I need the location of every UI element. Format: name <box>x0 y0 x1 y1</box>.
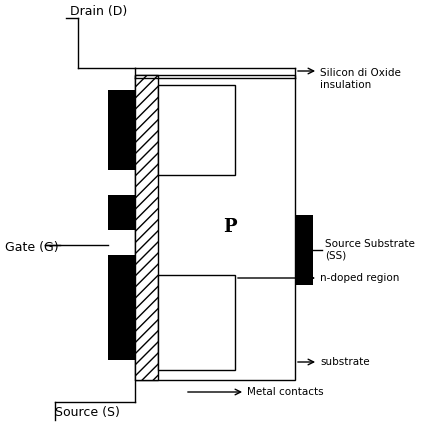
Text: Silicon di Oxide
insulation: Silicon di Oxide insulation <box>320 68 401 90</box>
Bar <box>158 275 235 370</box>
Text: Gate (G): Gate (G) <box>5 242 59 254</box>
Text: Source Substrate
(SS): Source Substrate (SS) <box>325 239 415 261</box>
Text: Drain (D): Drain (D) <box>70 5 127 18</box>
Bar <box>135 75 158 380</box>
Bar <box>295 215 313 285</box>
Bar <box>108 255 135 360</box>
Bar <box>108 195 135 230</box>
Text: P: P <box>223 218 237 236</box>
Text: Source (S): Source (S) <box>55 406 120 419</box>
Text: substrate: substrate <box>320 357 370 367</box>
Text: Metal contacts: Metal contacts <box>247 387 323 397</box>
Text: n: n <box>190 314 203 332</box>
Bar <box>108 90 135 170</box>
Text: n-doped region: n-doped region <box>320 273 399 283</box>
Bar <box>158 85 235 175</box>
Text: n: n <box>190 121 203 139</box>
Bar <box>135 75 295 380</box>
Bar <box>135 75 158 380</box>
